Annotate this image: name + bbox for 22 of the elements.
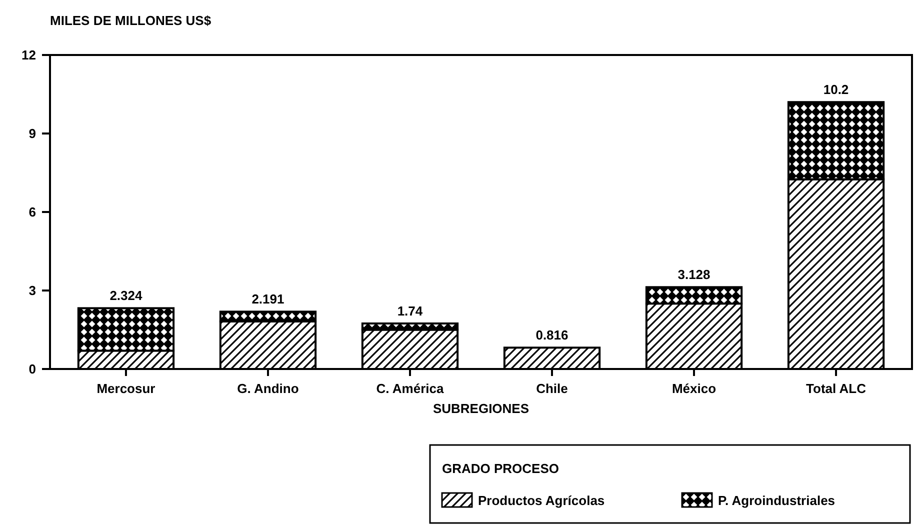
y-tick-label: 12 bbox=[22, 48, 36, 63]
x-tick-label: C. América bbox=[376, 381, 444, 396]
x-axis-title: SUBREGIONES bbox=[432, 401, 530, 416]
x-tick-label: Chile bbox=[536, 381, 568, 396]
y-tick-label: 0 bbox=[28, 362, 36, 377]
x-tick-label: Mercosur bbox=[96, 381, 156, 396]
total-label: 10.2 bbox=[823, 82, 849, 98]
y-tick-label: 6 bbox=[28, 204, 36, 220]
total-label: 1.74 bbox=[397, 303, 424, 318]
total-label: 3.128 bbox=[678, 267, 710, 282]
y-tick-label: 3 bbox=[28, 283, 36, 298]
legend-title: GRADO PROCESO bbox=[442, 461, 560, 476]
x-tick-label: Total ALC bbox=[806, 381, 867, 396]
total-label: 2.191 bbox=[252, 292, 284, 307]
legend-label: Productos Agrícolas bbox=[478, 493, 605, 508]
x-tick-label: México bbox=[672, 381, 716, 396]
y-tick-label: 9 bbox=[28, 126, 36, 142]
x-tick-label: G. Andino bbox=[237, 381, 299, 396]
total-label: 0.816 bbox=[536, 328, 568, 343]
total-label: 2.324 bbox=[110, 288, 144, 304]
legend-label: P. Agroindustriales bbox=[718, 493, 836, 508]
y-axis-title: MILES DE MILLONES US$ bbox=[50, 13, 212, 28]
